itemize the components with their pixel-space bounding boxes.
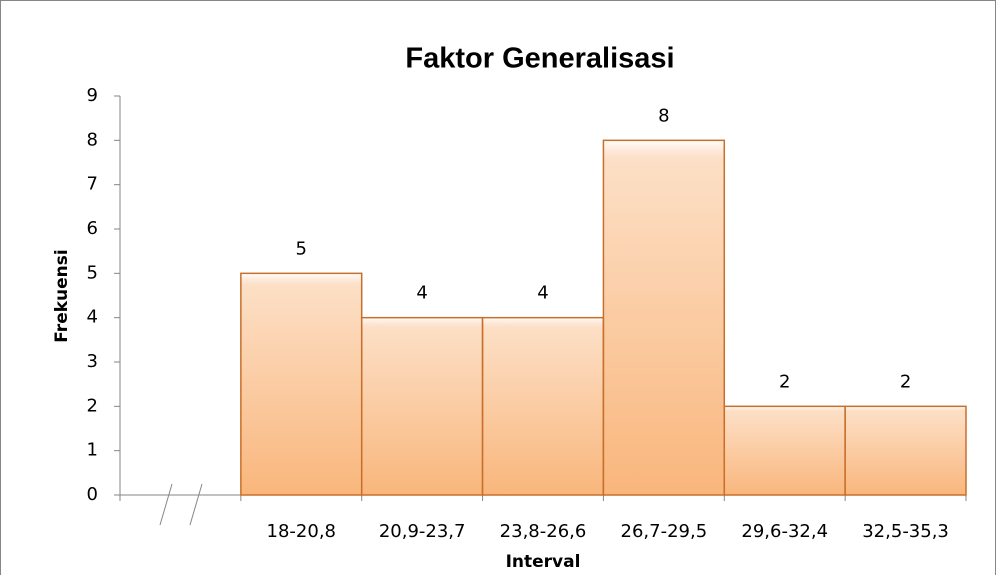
value-label: 5: [296, 238, 307, 259]
bar: [360, 316, 484, 496]
y-tick-label: 8: [87, 129, 98, 150]
bar: [602, 139, 726, 496]
y-tick-label: 1: [87, 440, 98, 461]
x-tick-label: 20,9-23,7: [379, 521, 466, 542]
y-tick-label: 7: [87, 174, 98, 195]
axis-break: [189, 483, 203, 526]
bar: [844, 405, 967, 496]
y-tick-label: 4: [87, 307, 98, 328]
value-label: 2: [900, 371, 911, 392]
value-label: 8: [658, 105, 669, 126]
value-label: 2: [779, 371, 790, 392]
x-tick-label: 26,7-29,5: [621, 521, 708, 542]
chart-title: Faktor Generalisasi: [405, 43, 674, 75]
y-tick-label: 0: [87, 484, 98, 505]
value-label: 4: [537, 283, 548, 304]
y-tick-label: 5: [87, 262, 98, 283]
x-axis-label: Interval: [506, 552, 581, 572]
value-label: 4: [416, 283, 427, 304]
y-tick-label: 9: [87, 85, 98, 106]
bar: [723, 405, 846, 496]
y-tick-label: 6: [87, 218, 98, 239]
x-tick-label: 18-20,8: [267, 521, 336, 542]
y-axis-label: Frekuensi: [52, 249, 72, 342]
x-tick-label: 29,6-32,4: [741, 521, 828, 542]
y-tick-label: 3: [87, 351, 98, 372]
bar: [481, 316, 605, 496]
x-tick-label: 32,5-35,3: [862, 521, 949, 542]
x-tick-label: 23,8-26,6: [500, 521, 587, 542]
bar: [240, 272, 363, 496]
y-tick-label: 2: [87, 395, 98, 416]
axis-break: [159, 483, 173, 526]
